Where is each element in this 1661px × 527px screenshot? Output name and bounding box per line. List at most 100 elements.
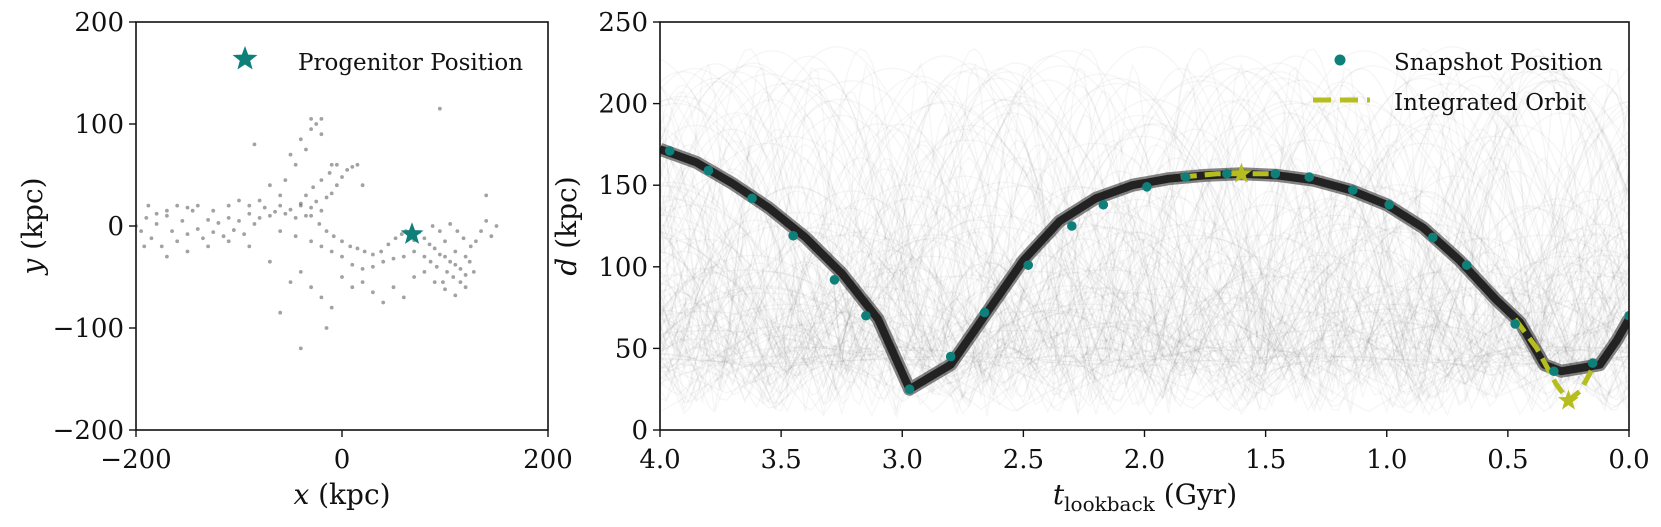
stream-particle xyxy=(453,293,458,298)
stream-particle xyxy=(412,249,416,254)
stream-particle xyxy=(386,242,391,247)
stream-particle xyxy=(441,280,445,284)
left-x-tick-label: −200 xyxy=(100,445,171,475)
stream-particle xyxy=(257,198,262,203)
right-ticks: 4.0 3.5 3.0 2.5 2.0 1.5 1.0 0.5 0.0 0 50 100 150 200 2… xyxy=(598,8,1649,475)
stream-particle xyxy=(175,239,180,244)
right-x-tick-label: 3.5 xyxy=(760,445,801,475)
stream-particle xyxy=(190,208,195,213)
stream-particle xyxy=(489,234,494,239)
stream-particle xyxy=(327,171,332,175)
stream-particle xyxy=(237,219,241,223)
left-ticks: −200 0 200 −200 −100 0 100 200 xyxy=(53,8,573,475)
left-y-tick-label: −200 xyxy=(53,416,124,446)
stream-particle xyxy=(437,229,442,234)
stream-particle xyxy=(340,254,344,259)
stream-particle xyxy=(319,244,324,249)
snapshot-point xyxy=(861,310,871,321)
stream-particle xyxy=(463,285,468,290)
snapshot-point xyxy=(1427,232,1438,243)
snapshot-point xyxy=(1510,319,1520,329)
right-x-tick-label: 2.5 xyxy=(1003,445,1044,475)
stream-particle xyxy=(309,239,313,244)
stream-particle xyxy=(437,106,442,111)
stream-particle xyxy=(226,203,231,208)
snapshot-point xyxy=(1098,199,1109,210)
snapshot-point xyxy=(788,230,799,241)
stream-particle xyxy=(401,295,406,300)
stream-particle xyxy=(348,244,353,249)
stream-particle xyxy=(149,236,154,241)
stream-particle xyxy=(494,224,499,228)
stream-particle xyxy=(453,249,458,254)
stream-particle xyxy=(268,259,272,264)
stream-particle xyxy=(226,215,231,220)
stream-particle xyxy=(432,246,437,251)
stream-particle xyxy=(422,270,427,274)
snapshot-point xyxy=(1384,199,1394,210)
stream-particle xyxy=(247,244,252,249)
stream-particle xyxy=(463,273,468,277)
stream-particle xyxy=(428,259,433,264)
stream-particle xyxy=(252,222,257,226)
right-x-tick-label: 4.0 xyxy=(639,445,680,475)
stream-particle xyxy=(304,147,308,152)
legend-progenitor-label: Progenitor Position xyxy=(298,50,523,76)
left-legend: Progenitor Position xyxy=(232,46,523,76)
stream-particle xyxy=(371,290,375,295)
stream-particle xyxy=(362,249,367,254)
stream-particle xyxy=(461,236,466,241)
stream-particle xyxy=(298,270,303,274)
stream-particle xyxy=(379,249,384,254)
stream-particle xyxy=(471,270,476,274)
stream-particle xyxy=(360,183,365,188)
stream-particle xyxy=(268,213,272,218)
right-x-tick-label: 3.0 xyxy=(882,445,923,475)
right-x-tick-label: 0.5 xyxy=(1487,445,1528,475)
stream-particle xyxy=(479,229,483,234)
stream-particle xyxy=(304,213,308,218)
stream-particle xyxy=(247,203,252,208)
snapshot-point xyxy=(703,165,714,176)
stream-particle xyxy=(319,117,324,121)
stream-particle xyxy=(381,259,386,264)
stream-particle xyxy=(309,285,313,290)
stream-particle xyxy=(463,254,468,259)
right-x-tick-label: 1.5 xyxy=(1245,445,1286,475)
stream-particle xyxy=(484,219,489,223)
stream-particle xyxy=(283,178,288,183)
stream-particle xyxy=(434,264,439,269)
stream-particle xyxy=(262,205,267,210)
stream-particle xyxy=(412,275,416,279)
stream-particle xyxy=(324,229,329,234)
stream-particle xyxy=(319,178,324,183)
stream-particle xyxy=(329,305,334,310)
stream-particle xyxy=(371,252,375,257)
stream-particle xyxy=(399,232,404,237)
stream-particle xyxy=(221,234,226,239)
left-axes-frame xyxy=(135,21,549,431)
stream-particle xyxy=(268,183,272,188)
stream-particle xyxy=(453,262,458,267)
stream-particle xyxy=(170,229,174,234)
stream-particle xyxy=(451,275,456,279)
left-x-tick-label: 0 xyxy=(334,445,351,475)
stream-particle xyxy=(324,195,329,200)
stream-particle xyxy=(211,230,216,235)
left-y-axis-label: y (kpc) xyxy=(16,177,49,276)
stream-particle xyxy=(180,219,185,223)
stream-particle xyxy=(206,217,211,222)
stream-particle xyxy=(455,229,460,234)
stream-particle xyxy=(350,285,355,290)
stream-particle xyxy=(278,310,283,315)
right-plot-area xyxy=(660,143,1629,410)
stream-particle xyxy=(445,270,449,274)
stream-particle xyxy=(371,264,375,269)
progenitor-star-marker xyxy=(400,222,424,244)
stream-particle xyxy=(314,199,319,204)
stream-particle xyxy=(159,244,164,249)
snapshot-point xyxy=(1624,310,1629,321)
stream-particle xyxy=(484,193,489,198)
stream-particle xyxy=(165,208,169,213)
snapshot-point xyxy=(979,307,990,318)
